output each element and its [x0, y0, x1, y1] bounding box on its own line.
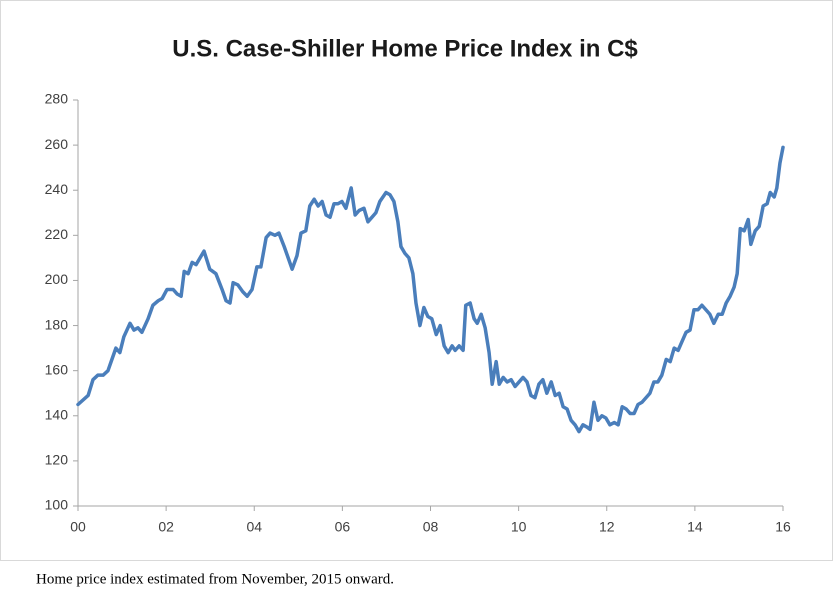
y-tick-label: 200 [45, 271, 69, 287]
chart-border [0, 0, 833, 561]
y-tick-label: 260 [45, 136, 69, 152]
x-tick-label: 10 [511, 519, 527, 535]
x-tick-label: 08 [423, 519, 439, 535]
y-tick-label: 100 [45, 497, 69, 513]
price-line [76, 145, 785, 434]
x-tick-label: 04 [246, 519, 262, 535]
y-tick-label: 280 [45, 91, 69, 107]
y-tick-label: 220 [45, 226, 69, 242]
y-tick-label: 120 [45, 452, 69, 468]
y-tick-label: 140 [45, 406, 69, 422]
x-tick-label: 14 [687, 519, 703, 535]
y-tick-label: 180 [45, 316, 69, 332]
y-tick-label: 240 [45, 181, 69, 197]
x-tick-label: 06 [335, 519, 351, 535]
y-tick-label: 160 [45, 361, 69, 377]
x-tick-label: 00 [70, 519, 86, 535]
chart-title: U.S. Case-Shiller Home Price Index in C$ [172, 35, 638, 62]
footnote: Home price index estimated from November… [36, 571, 394, 587]
x-tick-label: 02 [158, 519, 174, 535]
x-tick-label: 16 [775, 519, 791, 535]
x-tick-label: 12 [599, 519, 615, 535]
